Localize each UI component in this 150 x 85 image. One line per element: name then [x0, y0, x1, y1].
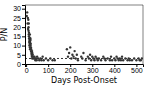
point [54, 59, 56, 61]
point [29, 39, 31, 41]
point [67, 55, 69, 57]
y-tick-mark [22, 27, 25, 28]
y-tick-mark [22, 64, 25, 65]
y-tick-mark [22, 36, 25, 37]
point [81, 57, 83, 59]
point [27, 26, 29, 28]
x-tick: 100 [43, 64, 55, 74]
point [69, 46, 71, 48]
y-tick-label: 10 [13, 42, 21, 49]
point [28, 22, 30, 24]
y-tick-label: 15 [13, 33, 21, 40]
x-tick-label: 0 [25, 67, 29, 74]
point [93, 59, 95, 61]
point [104, 59, 106, 61]
point [70, 57, 72, 59]
point [98, 57, 100, 59]
point [51, 59, 53, 61]
frame-top [25, 5, 143, 6]
point [111, 59, 113, 61]
y-tick-label: 0 [17, 61, 21, 68]
x-tick: 200 [65, 64, 77, 74]
x-tick-label: 200 [65, 67, 77, 74]
point [27, 19, 29, 21]
point [29, 33, 31, 35]
x-tick-label: 300 [87, 67, 99, 74]
frame-right [143, 5, 144, 64]
y-tick-mark [22, 55, 25, 56]
point [40, 59, 42, 61]
x-tick: 0 [25, 64, 29, 74]
point [49, 57, 51, 59]
point [129, 59, 131, 61]
point [75, 57, 77, 59]
x-tick: 400 [109, 64, 121, 74]
point [131, 59, 133, 61]
point [82, 52, 84, 54]
x-tick-label: 400 [109, 67, 121, 74]
point [141, 57, 143, 59]
y-tick: 20 [13, 24, 25, 31]
y-tick: 30 [13, 5, 25, 12]
chart: 0 100 200 300 400 500 0 5 10 15 20 25 30 Days Post-On… [0, 0, 150, 85]
y-tick-mark [22, 9, 25, 10]
x-tick-label: 500 [131, 67, 143, 74]
point [114, 59, 116, 61]
y-tick-mark [22, 46, 25, 47]
point [35, 59, 37, 61]
y-tick-label: 30 [13, 5, 21, 12]
y-tick-mark [22, 18, 25, 19]
plot-area [25, 11, 143, 61]
point [100, 59, 102, 61]
point [88, 57, 90, 59]
point [26, 11, 28, 13]
point [121, 55, 123, 57]
point [68, 52, 70, 54]
point [90, 59, 92, 61]
point [124, 57, 126, 59]
y-axis: 0 5 10 15 20 25 30 [13, 5, 25, 67]
point [77, 59, 79, 61]
point [120, 59, 122, 61]
point [110, 55, 112, 57]
point [122, 59, 124, 61]
x-tick: 300 [87, 64, 99, 74]
cutoff-line [25, 58, 143, 59]
y-tick: 5 [17, 52, 25, 59]
point [47, 59, 49, 61]
x-tick-label: 100 [43, 67, 55, 74]
point [45, 57, 47, 59]
point [73, 50, 75, 52]
point [30, 43, 32, 45]
x-axis-title: Days Post-Onset [51, 76, 117, 85]
point [89, 54, 91, 56]
y-tick: 25 [13, 15, 25, 22]
point [43, 59, 45, 61]
y-axis-line [22, 6, 26, 65]
point [41, 55, 43, 57]
x-tick: 500 [131, 64, 143, 74]
point [72, 55, 74, 57]
y-tick: 15 [13, 33, 25, 40]
y-tick-label: 25 [13, 15, 21, 22]
point [66, 48, 68, 50]
y-tick-label: 5 [17, 52, 21, 59]
point [76, 54, 78, 56]
y-axis-title: P/N [0, 28, 9, 42]
point [84, 59, 86, 61]
point [133, 57, 135, 59]
point [135, 59, 137, 61]
y-tick-label: 20 [13, 24, 21, 31]
point [109, 59, 111, 61]
y-tick: 0 [17, 61, 25, 68]
y-tick: 10 [13, 42, 25, 49]
x-axis: 0 100 200 300 400 500 [25, 64, 144, 74]
point [107, 57, 109, 59]
